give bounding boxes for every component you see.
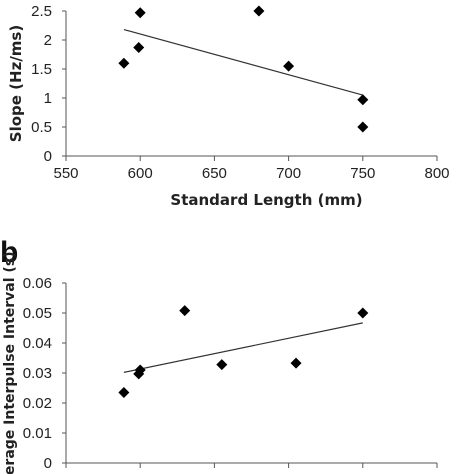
data-point <box>253 5 265 17</box>
y-tick-label: 1 <box>44 90 52 107</box>
x-tick-label: 800 <box>424 165 449 182</box>
data-point <box>357 121 369 133</box>
x-tick-label: 650 <box>202 165 227 182</box>
data-point <box>134 364 146 376</box>
y-tick-label: 0.03 <box>23 365 52 382</box>
y-axis-title: Slope (Hz/ms) <box>7 25 25 142</box>
y-tick-label: 2.5 <box>31 3 52 20</box>
data-point <box>134 7 146 19</box>
panel-label: b <box>0 236 18 269</box>
data-point <box>357 307 369 319</box>
data-point <box>179 305 191 317</box>
y-tick-label: 0.06 <box>23 275 52 292</box>
data-point <box>216 359 228 371</box>
data-point <box>118 57 130 69</box>
y-tick-label: 1.5 <box>31 61 52 78</box>
x-tick-label: 700 <box>276 165 301 182</box>
y-tick-label: 0.01 <box>23 425 52 442</box>
chart-panel-1: 0 0.5 1 1.5 2 2.5 550 600 650 700 750 800 Standard L… <box>7 3 450 209</box>
data-point <box>283 60 295 72</box>
x-axis-title: Standard Length (mm) <box>170 191 362 209</box>
x-tick-label: 750 <box>350 165 375 182</box>
y-axis-title: Average Interpulse Interval (s) <box>2 251 18 474</box>
y-tick-label: 0 <box>44 148 52 165</box>
y-tick-label: 0.02 <box>23 395 52 412</box>
y-tick-label: 0.04 <box>23 335 52 352</box>
data-point <box>357 94 369 106</box>
data-point <box>118 387 130 398</box>
y-tick-label: 0.5 <box>31 119 52 136</box>
chart-panel-2: b 0 0.01 0.02 0.03 0.04 0.05 0.06 Average Interp… <box>0 236 438 474</box>
y-tick-label: 2 <box>44 32 52 49</box>
y-tick-label: 0 <box>44 455 52 472</box>
data-point <box>133 42 145 54</box>
x-tick-label: 600 <box>128 165 153 182</box>
trendline <box>123 322 363 373</box>
data-point <box>290 357 302 369</box>
x-tick-label: 550 <box>53 165 78 182</box>
trendline <box>123 28 363 96</box>
y-tick-label: 0.05 <box>23 305 52 322</box>
